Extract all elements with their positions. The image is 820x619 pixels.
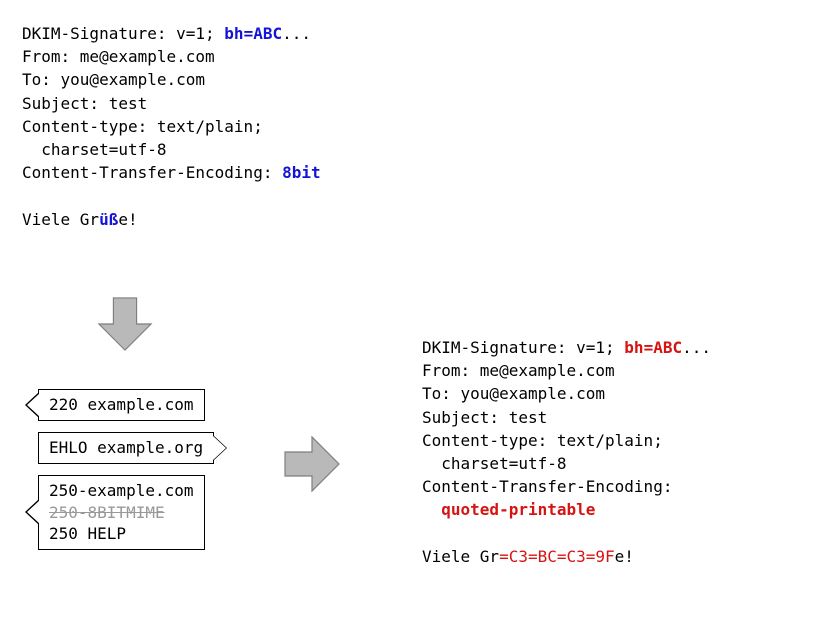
smtp-client-ehlo: EHLO example.org [38, 432, 214, 464]
arrow-down-icon [96, 290, 154, 358]
transformed-email-block: DKIM-Signature: v=1; bh=ABC... From: me@… [422, 336, 711, 568]
arrow-right-icon [278, 434, 346, 494]
smtp-server-capabilities: 250-example.com 250-8BITMIME 250 HELP [38, 475, 205, 550]
smtp-server-greeting: 220 example.com [38, 389, 205, 421]
original-email-block: DKIM-Signature: v=1; bh=ABC... From: me@… [22, 22, 321, 231]
